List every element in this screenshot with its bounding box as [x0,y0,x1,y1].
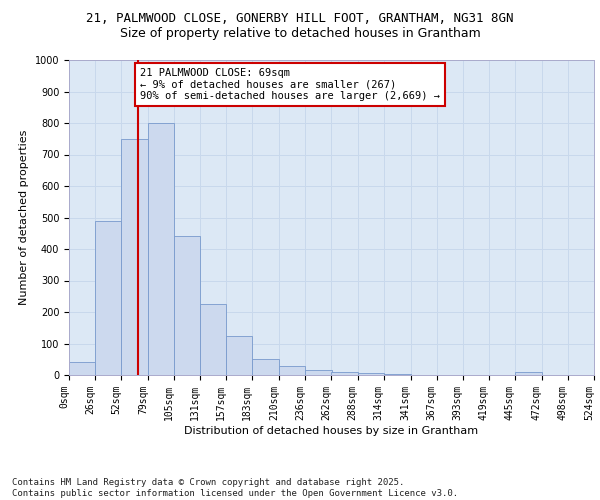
Text: 21 PALMWOOD CLOSE: 69sqm
← 9% of detached houses are smaller (267)
90% of semi-d: 21 PALMWOOD CLOSE: 69sqm ← 9% of detache… [140,68,440,101]
Bar [148,123,174,375]
Text: Contains HM Land Registry data © Crown copyright and database right 2025.
Contai: Contains HM Land Registry data © Crown c… [12,478,458,498]
X-axis label: Distribution of detached houses by size in Grantham: Distribution of detached houses by size … [184,426,479,436]
Bar [95,220,121,375]
Bar [383,374,410,375]
Bar [174,236,200,375]
Bar [253,359,280,375]
Text: 21, PALMWOOD CLOSE, GONERBY HILL FOOT, GRANTHAM, NG31 8GN: 21, PALMWOOD CLOSE, GONERBY HILL FOOT, G… [86,12,514,26]
Bar [515,372,542,375]
Bar [200,304,226,375]
Bar [358,374,383,375]
Y-axis label: Number of detached properties: Number of detached properties [19,130,29,305]
Bar [331,372,358,375]
Bar [121,138,148,375]
Bar [226,336,253,375]
Bar [280,366,305,375]
Bar [305,370,331,375]
Text: Size of property relative to detached houses in Grantham: Size of property relative to detached ho… [119,28,481,40]
Bar [69,362,95,375]
